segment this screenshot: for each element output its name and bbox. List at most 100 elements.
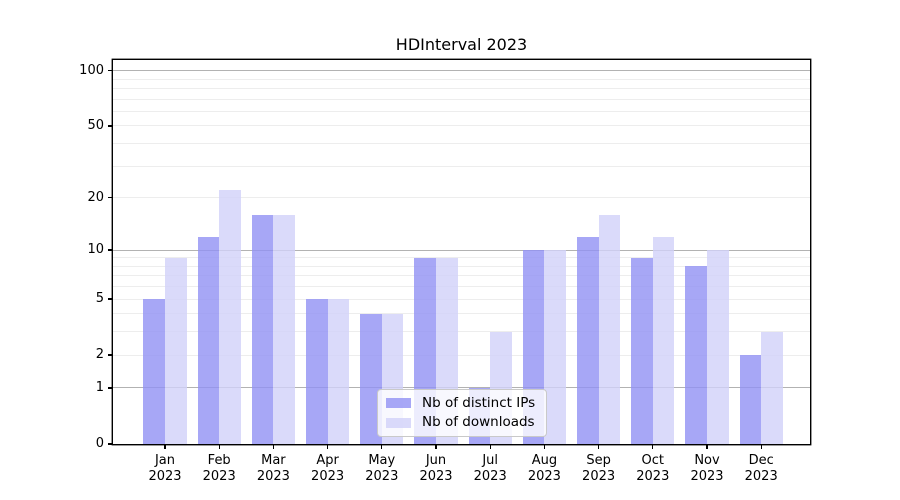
x-tick-label: May 2023 (352, 453, 412, 485)
chart-title: HDInterval 2023 (395, 35, 528, 54)
legend-swatch (386, 398, 411, 409)
x-tick-label: Sep 2023 (569, 453, 629, 485)
x-tick-label: Mar 2023 (243, 453, 303, 485)
y-tick-label: 1 (95, 379, 104, 395)
grid-layer (113, 60, 810, 444)
x-tick-label: Apr 2023 (298, 453, 358, 485)
bar-apr-s1 (327, 299, 350, 444)
x-tick-mark (272, 445, 275, 450)
x-tick-label: Dec 2023 (731, 453, 791, 485)
y-tick-label: 20 (87, 189, 104, 205)
y-tick-mark (107, 197, 112, 199)
y-tick-mark (107, 69, 112, 72)
x-tick-month: Dec (748, 453, 774, 468)
gridline-minor (113, 331, 810, 333)
gridline-minor (113, 165, 810, 167)
bar-feb-s0 (197, 236, 220, 444)
y-tick-label: 2 (95, 347, 104, 363)
x-tick-month: Feb (207, 453, 231, 468)
x-tick-year: 2023 (419, 469, 453, 484)
y-tick-label: 100 (79, 62, 104, 78)
x-tick-mark (652, 445, 654, 450)
gridline-minor (113, 143, 810, 144)
x-tick-month: Apr (316, 453, 339, 468)
x-tick-year: 2023 (365, 469, 399, 484)
bar-nov-s0 (685, 266, 707, 444)
bar-oct-s1 (652, 236, 675, 444)
y-tick-label: 0 (95, 436, 104, 451)
gridline-minor (113, 125, 810, 127)
gridline-minor (113, 286, 810, 288)
x-tick-mark (706, 445, 708, 450)
x-tick-year: 2023 (636, 469, 670, 484)
gridline-major (113, 387, 810, 389)
bar-mar-s1 (273, 214, 296, 444)
gridline-minor (113, 275, 810, 277)
x-tick-label: Nov 2023 (677, 453, 737, 485)
x-tick-month: Nov (694, 453, 720, 468)
gridline-minor (113, 313, 810, 315)
x-tick-mark (164, 445, 166, 450)
legend: Nb of distinct IPs Nb of downloads (377, 389, 547, 437)
gridline-minor (113, 98, 810, 100)
x-tick-month: Jun (425, 453, 447, 468)
y-tick-mark (107, 125, 112, 127)
plot-area (113, 60, 810, 444)
y-tick-label: 5 (95, 291, 104, 306)
x-tick-mark (597, 445, 600, 450)
x-tick-month: Mar (261, 453, 286, 468)
x-tick-mark (326, 445, 329, 450)
legend-item-label: Nb of downloads (422, 414, 535, 431)
x-tick-label: Jul 2023 (460, 453, 520, 485)
y-tick-mark (107, 354, 112, 356)
x-tick-year: 2023 (527, 469, 561, 484)
x-tick-year: 2023 (202, 469, 236, 484)
gridline-major (113, 70, 810, 72)
x-tick-mark (489, 445, 491, 450)
x-tick-mark (435, 445, 437, 450)
x-tick-mark (218, 445, 220, 450)
x-tick-month: Sep (586, 453, 611, 468)
x-tick-month: Jan (154, 453, 176, 468)
gridline-minor (113, 110, 810, 112)
bar-mar-s0 (251, 214, 274, 444)
bar-apr-s0 (305, 299, 328, 444)
x-tick-mark (760, 445, 762, 450)
legend-item: Nb of downloads (386, 414, 538, 431)
x-tick-year: 2023 (473, 469, 507, 484)
y-tick-label: 50 (87, 117, 104, 133)
legend-item-label: Nb of distinct IPs (422, 394, 536, 411)
x-tick-label: Aug 2023 (514, 453, 574, 485)
x-tick-year: 2023 (690, 469, 724, 484)
gridline-minor (113, 265, 810, 267)
x-tick-month: Aug (531, 453, 558, 468)
gridline-major (113, 249, 810, 251)
x-tick-year: 2023 (311, 469, 345, 484)
x-tick-label: Oct 2023 (623, 453, 683, 485)
x-tick-year: 2023 (256, 469, 290, 484)
x-tick-label: Jun 2023 (406, 453, 466, 485)
legend-swatch (386, 417, 411, 428)
x-tick-label: Jan 2023 (135, 453, 195, 485)
gridline-minor (113, 298, 810, 300)
bar-oct-s0 (631, 257, 653, 444)
gridline-minor (113, 78, 810, 80)
x-tick-mark (543, 445, 546, 450)
y-tick-mark (107, 387, 112, 389)
gridline-minor (113, 197, 810, 199)
bar-dec-s0 (739, 355, 762, 444)
gridline-minor (113, 257, 810, 259)
bar-sep-s0 (576, 236, 599, 444)
y-tick-label: 10 (87, 242, 104, 257)
bar-sep-s1 (598, 214, 621, 444)
legend-item: Nb of distinct IPs (386, 395, 538, 412)
bar-dec-s1 (761, 331, 783, 444)
x-tick-month: Oct (641, 453, 665, 468)
x-tick-month: May (368, 453, 396, 468)
x-tick-mark (381, 445, 383, 450)
bar-feb-s1 (219, 190, 241, 444)
bar-may-s0 (360, 313, 382, 444)
x-tick-year: 2023 (582, 469, 616, 484)
x-tick-label: Feb 2023 (189, 453, 249, 485)
